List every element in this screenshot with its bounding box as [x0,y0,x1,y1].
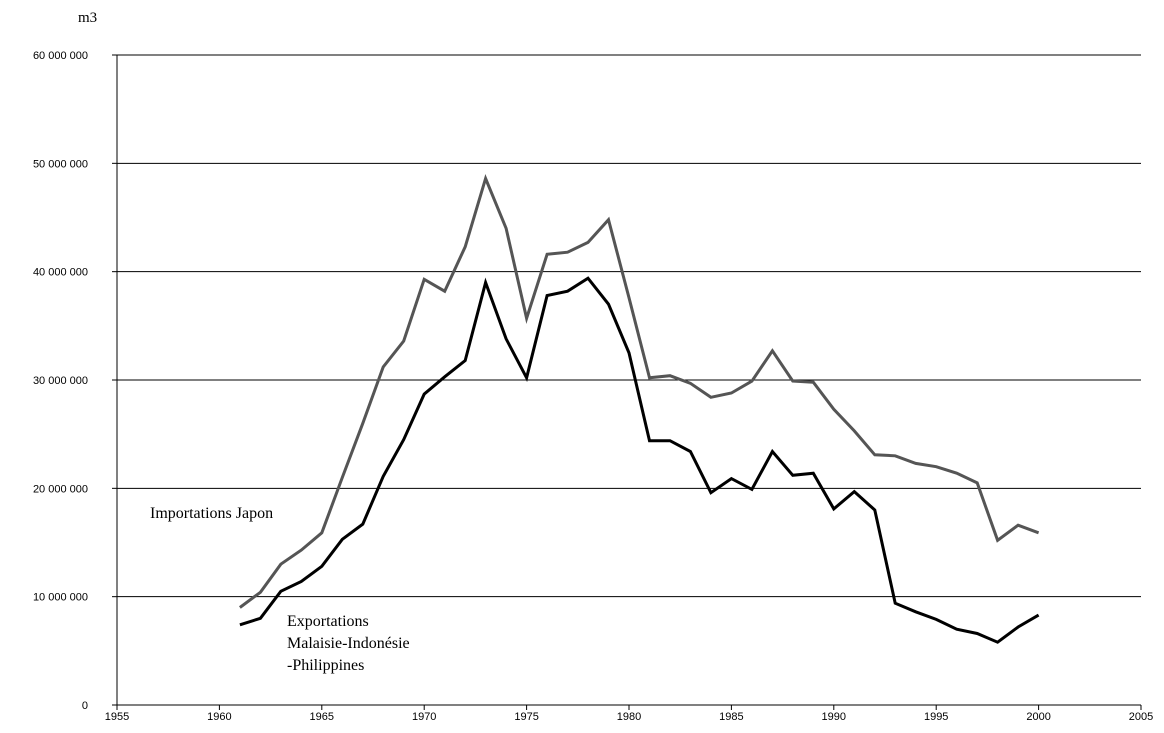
x-tick-label: 2005 [1129,711,1153,723]
x-tick-label: 1995 [924,711,948,723]
grid-lines [117,54,1141,598]
y-ticks: 0 10 000 000 20 000 000 30 000 000 40 000 00… [33,50,117,712]
x-ticks: 1955 1960 1965 1970 1975 1980 1985 1990 1995 2000… [105,705,1153,723]
x-tick-label: 2000 [1026,711,1050,723]
annotation-exportations-line-2: Malaisie-Indonésie [287,635,410,652]
annotation-exportations-line-1: Exportations [287,613,369,630]
x-tick-label: 1955 [105,711,129,723]
y-tick-label: 60 000 000 [33,50,88,62]
y-tick-label: 40 000 000 [33,267,88,279]
annotation-importations-line-1: Importations Japon [150,505,273,522]
x-tick-label: 1985 [719,711,743,723]
y-unit-label: m3 [78,10,97,26]
y-tick-label: 30 000 000 [33,375,88,387]
x-tick-label: 1990 [822,711,846,723]
annotation-exportations: Exportations Malaisie-Indonésie -Philipp… [287,613,414,674]
x-tick-label: 1960 [207,711,231,723]
annotation-importations: Importations Japon [150,505,273,522]
x-tick-label: 1970 [412,711,436,723]
x-tick-label: 1980 [617,711,641,723]
y-tick-label: 50 000 000 [33,158,88,170]
x-tick-label: 1965 [310,711,334,723]
y-tick-label: 20 000 000 [33,483,88,495]
x-tick-label: 1975 [514,711,538,723]
y-tick-label: 10 000 000 [33,592,88,604]
series-layer [239,174,1040,644]
series-line-importations [239,174,1040,609]
series-line-exportations [239,276,1040,644]
annotation-exportations-line-3: -Philippines [287,657,364,674]
y-tick-label: 0 [82,700,88,712]
